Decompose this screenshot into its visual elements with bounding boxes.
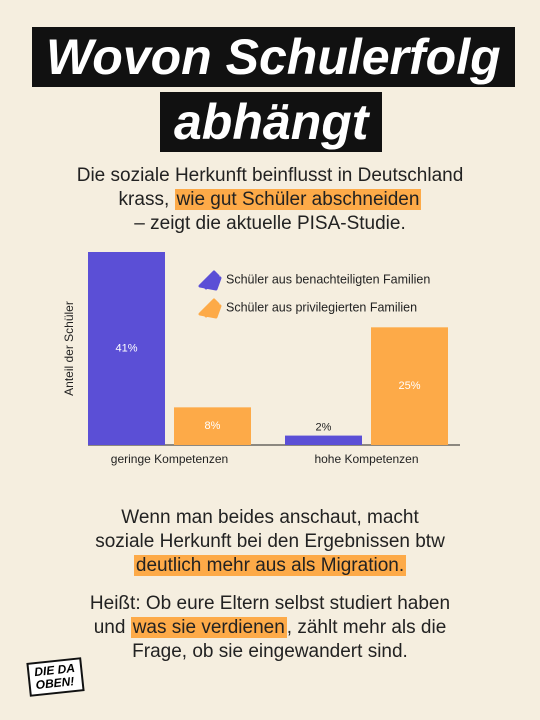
- x-tick-label: hohe Kompetenzen: [314, 452, 418, 466]
- bar: [174, 407, 251, 445]
- logo: DIE DA OBEN!: [26, 657, 85, 697]
- legend-swatch: [198, 298, 222, 319]
- text-line: deutlich mehr aus als Migration.: [0, 554, 540, 578]
- bar: [371, 327, 448, 445]
- annotation: Wenn man beides anschaut, macht soziale H…: [0, 506, 540, 578]
- text: Wenn man beides anschaut, macht: [121, 507, 419, 528]
- legend-label: Schüler aus privilegierten Familien: [226, 300, 417, 314]
- text-line: Heißt: Ob eure Eltern selbst studiert ha…: [0, 592, 540, 616]
- text: krass,: [118, 189, 175, 210]
- subtitle: Die soziale Herkunft beinflusst in Deuts…: [0, 164, 540, 236]
- text-line: und was sie verdienen, zählt mehr als di…: [0, 616, 540, 640]
- text-line: Frage, ob sie eingewandert sind.: [0, 640, 540, 664]
- text-line: – zeigt die aktuelle PISA-Studie.: [0, 212, 540, 236]
- text-line: soziale Herkunft bei den Ergebnissen btw: [0, 530, 540, 554]
- y-axis-label: Anteil der Schüler: [62, 301, 76, 396]
- text: Heißt: Ob eure Eltern selbst studiert ha…: [89, 593, 451, 614]
- text: soziale Herkunft bei den Ergebnissen btw: [95, 531, 445, 552]
- highlight-text: wie gut Schüler abschneiden: [174, 189, 422, 210]
- legend-swatch: [198, 270, 222, 291]
- data-label: 8%: [205, 420, 221, 432]
- data-label: 2%: [316, 421, 332, 433]
- text-line: krass, wie gut Schüler abschneiden: [0, 188, 540, 212]
- legend-label: Schüler aus benachteiligten Familien: [226, 272, 430, 286]
- text-line: Wenn man beides anschaut, macht: [0, 506, 540, 530]
- logo-line: OBEN!: [35, 674, 75, 693]
- bar: [285, 435, 362, 445]
- title-line: abhängt: [160, 92, 383, 152]
- title-line: Wovon Schulerfolg: [32, 27, 515, 87]
- text: und: [93, 617, 131, 638]
- text: Die soziale Herkunft beinflusst in Deuts…: [76, 165, 464, 186]
- highlight-text: deutlich mehr aus als Migration.: [133, 555, 407, 576]
- data-label: 25%: [398, 380, 420, 392]
- x-tick-label: geringe Kompetenzen: [111, 452, 228, 466]
- highlight-text: was sie verdienen: [130, 617, 287, 638]
- text: Frage, ob sie eingewandert sind.: [132, 641, 408, 662]
- annotation: Heißt: Ob eure Eltern selbst studiert ha…: [0, 592, 540, 664]
- bar: [88, 252, 165, 445]
- chart: Anteil der Schüler geringe Kompetenzen 41%…: [62, 252, 460, 466]
- text: , zählt mehr als die: [286, 617, 447, 638]
- text-line: Die soziale Herkunft beinflusst in Deuts…: [0, 164, 540, 188]
- data-label: 41%: [115, 342, 137, 354]
- text: – zeigt die aktuelle PISA-Studie.: [134, 213, 406, 234]
